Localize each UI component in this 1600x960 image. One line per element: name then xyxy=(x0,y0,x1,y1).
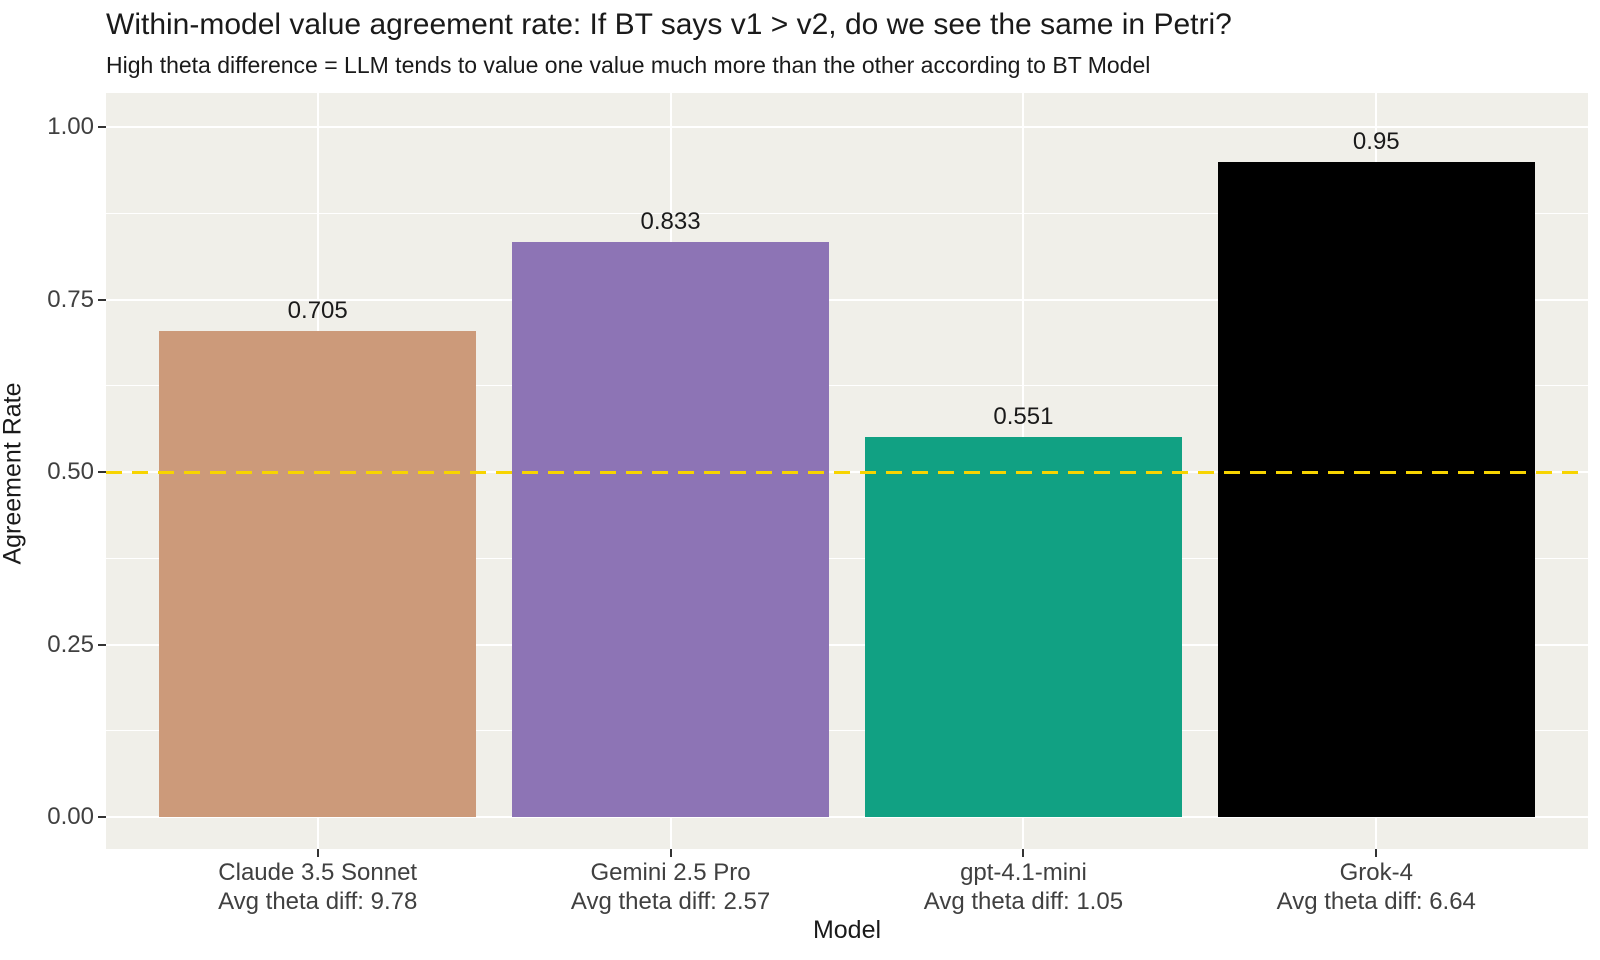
y-tick-mark xyxy=(98,643,106,646)
x-tick-label-theta-diff: Avg theta diff: 6.64 xyxy=(1276,888,1476,915)
reference-line xyxy=(106,470,1588,474)
bar xyxy=(1217,161,1536,817)
bar xyxy=(511,242,830,817)
x-tick-label-theta-diff: Avg theta diff: 2.57 xyxy=(570,888,771,915)
x-tick-label-model: Gemini 2.5 Pro xyxy=(590,859,751,886)
x-tick-mark xyxy=(669,849,672,857)
bar xyxy=(158,330,477,817)
x-tick-label-theta-diff: Avg theta diff: 1.05 xyxy=(923,888,1124,915)
gridline-minor xyxy=(106,730,1588,732)
y-tick-label: 0.00 xyxy=(47,803,94,830)
chart-title: Within-model value agreement rate: If BT… xyxy=(106,8,1232,41)
bar-value-label: 0.833 xyxy=(640,208,701,236)
gridline-minor xyxy=(106,212,1588,214)
bar-value-label: 0.551 xyxy=(993,402,1054,430)
bar-value-label: 0.95 xyxy=(1352,127,1400,155)
x-tick-label-model: Grok-4 xyxy=(1339,859,1413,886)
y-tick-mark xyxy=(98,298,106,301)
x-tick-label-model: gpt-4.1-mini xyxy=(960,859,1087,886)
y-tick-mark xyxy=(98,471,106,473)
x-tick-mark xyxy=(316,849,319,857)
y-tick-label: 1.00 xyxy=(47,113,94,140)
gridline-major xyxy=(106,298,1588,301)
y-tick-mark xyxy=(98,126,106,128)
y-tick-label: 0.50 xyxy=(47,458,94,485)
x-tick-label: Grok-4 Avg theta diff: 6.64 xyxy=(1156,858,1596,916)
gridline-minor xyxy=(106,557,1588,559)
x-tick-mark xyxy=(1375,849,1378,857)
x-tick-label: Gemini 2.5 Pro Avg theta diff: 2.57 xyxy=(451,858,891,916)
x-tick-mark xyxy=(1022,849,1025,857)
x-tick-label: Claude 3.5 Sonnet Avg theta diff: 9.78 xyxy=(98,858,538,916)
y-tick-label: 0.75 xyxy=(47,285,94,313)
gridline-major xyxy=(106,816,1588,818)
y-axis-title: Agreement Rate xyxy=(0,382,27,565)
y-tick-label: 0.25 xyxy=(47,630,94,658)
bar xyxy=(864,436,1183,817)
x-tick-label-model: Claude 3.5 Sonnet xyxy=(218,859,418,886)
gridline-major xyxy=(106,126,1588,128)
x-tick-label-theta-diff: Avg theta diff: 9.78 xyxy=(218,888,418,915)
x-tick-label: gpt-4.1-mini Avg theta diff: 1.05 xyxy=(803,858,1243,916)
gridline-major xyxy=(106,643,1588,646)
x-axis-title: Model xyxy=(812,916,882,944)
plot-panel: 0.705 0.833 0.551 0.95 xyxy=(106,93,1588,849)
y-tick-mark xyxy=(98,816,106,818)
chart-subtitle: High theta difference = LLM tends to val… xyxy=(106,52,1151,78)
bar-value-label: 0.705 xyxy=(287,296,348,324)
gridline-minor xyxy=(106,385,1588,387)
